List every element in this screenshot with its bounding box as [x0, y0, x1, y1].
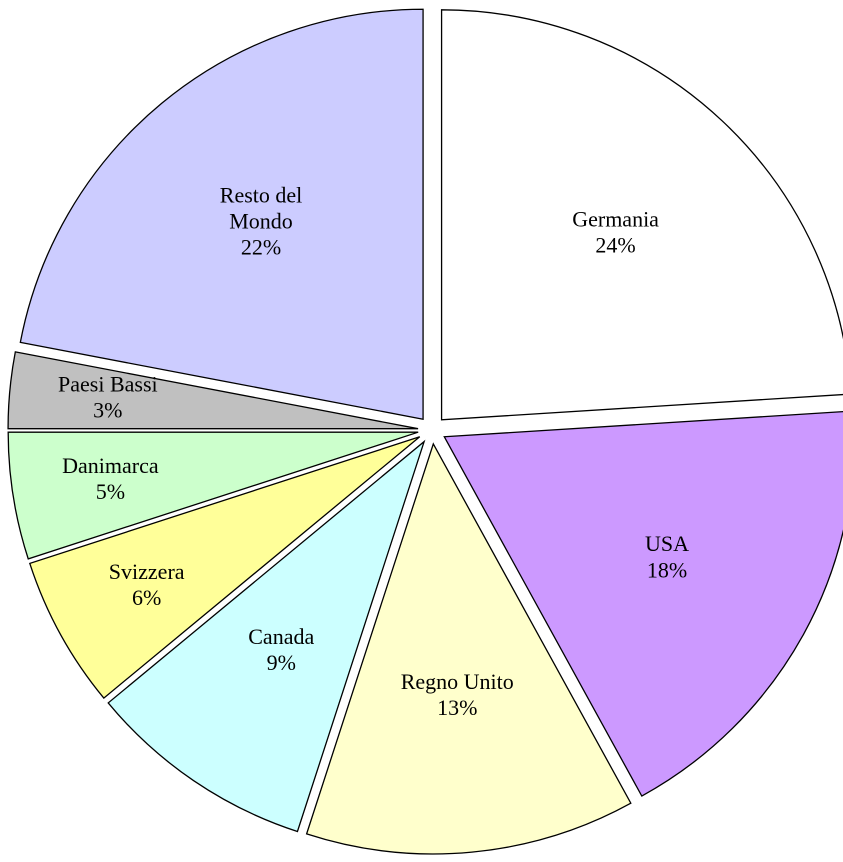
slice-label: Danimarca [62, 453, 159, 478]
pie-slice [107, 439, 426, 833]
pie-slice [305, 442, 632, 855]
slice-label: Regno Unito [401, 669, 514, 694]
pie-slice [440, 9, 843, 421]
label-line: Svizzera [109, 559, 185, 584]
label-line: USA [645, 531, 689, 556]
pie-slice [7, 351, 419, 430]
pie-slice [443, 411, 843, 797]
value-label: 9% [267, 650, 296, 675]
slice-label: Germania [572, 207, 659, 232]
value-label: 24% [595, 233, 635, 258]
slice-label: Svizzera [109, 559, 185, 584]
pie-slice [28, 436, 421, 700]
value-label: 13% [437, 695, 477, 720]
label-line: Canada [248, 624, 314, 649]
label-line: Paesi Bassi [58, 371, 158, 396]
label-line: Regno Unito [401, 669, 514, 694]
value-label: 18% [647, 557, 687, 582]
pie-slice [7, 431, 419, 560]
label-line: Danimarca [62, 453, 159, 478]
label-line: Germania [572, 207, 659, 232]
slice-label: Resto del Mondo [220, 182, 303, 233]
value-label: 6% [132, 585, 161, 610]
slice-label: USA [645, 531, 689, 556]
label-line: Resto del [220, 182, 303, 207]
slice-label: Canada [248, 624, 314, 649]
value-label: 5% [96, 479, 125, 504]
value-label: 3% [93, 397, 122, 422]
label-line: Mondo [229, 208, 293, 233]
value-label: 22% [241, 234, 281, 259]
slice-label: Paesi Bassi [58, 371, 158, 396]
pie-slice [19, 8, 424, 420]
